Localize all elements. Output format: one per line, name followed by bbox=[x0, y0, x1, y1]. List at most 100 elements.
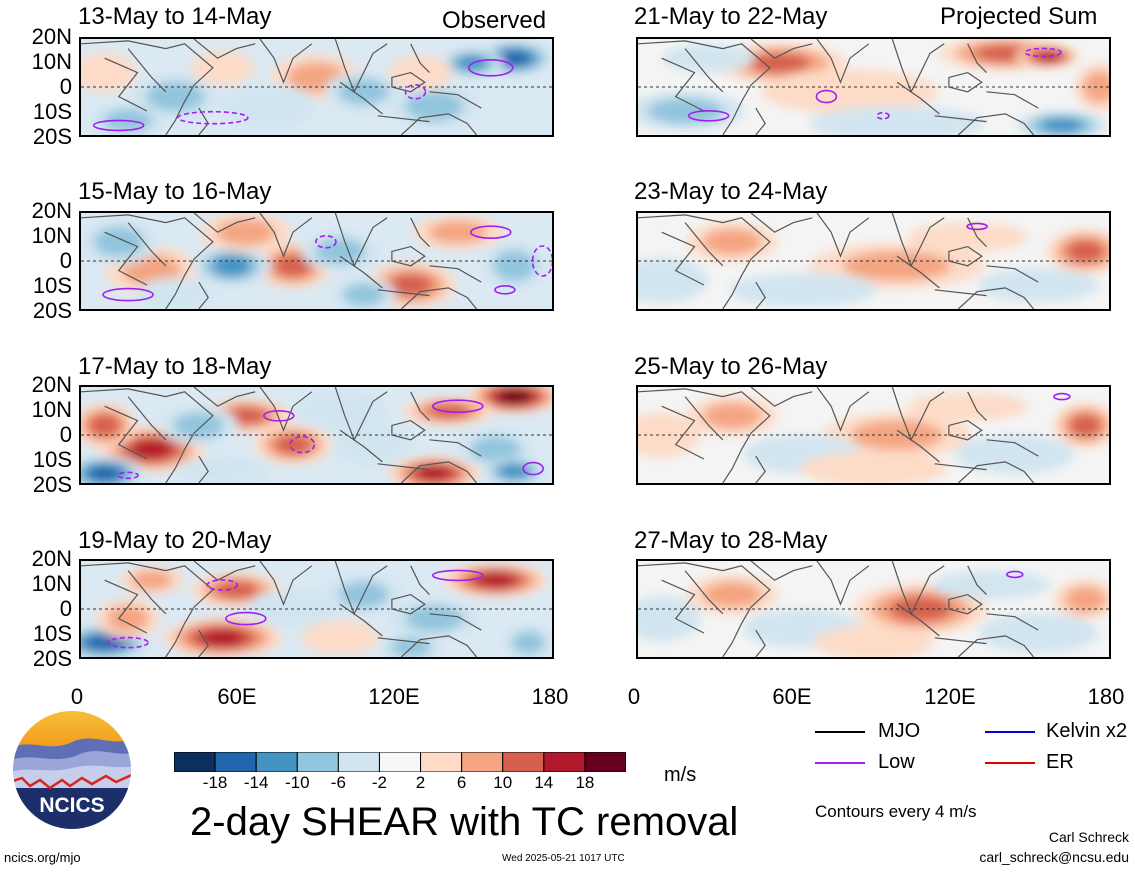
lon-tick-0-right: 0 bbox=[627, 684, 641, 709]
map-panel-4 bbox=[636, 211, 1111, 311]
coastline-2 bbox=[816, 213, 870, 258]
coastline-1 bbox=[750, 561, 813, 581]
low-contour-3 bbox=[876, 112, 890, 120]
legend-swatch-kelvin bbox=[985, 731, 1035, 733]
low-contour-2 bbox=[102, 287, 154, 302]
low-contour-4 bbox=[494, 285, 516, 295]
shear-anomaly-2-2 bbox=[273, 254, 312, 278]
shear-anomaly-0-3 bbox=[475, 572, 516, 588]
contour-note: Contours every 4 m/s bbox=[815, 802, 977, 821]
colorbar-label-4: -2 bbox=[371, 773, 388, 792]
lon-tick-180-left: 180 bbox=[531, 684, 569, 709]
shear-anomaly-7-0 bbox=[799, 451, 948, 483]
panel-title-8: 27-May to 28-May bbox=[634, 527, 828, 554]
shear-map-1 bbox=[81, 39, 552, 135]
coastline-0 bbox=[81, 562, 214, 657]
coastline-4 bbox=[896, 255, 940, 289]
coastline-7 bbox=[410, 391, 430, 422]
coastline-5 bbox=[934, 289, 987, 297]
low-contour-0 bbox=[469, 225, 512, 240]
coastline-6 bbox=[948, 71, 983, 93]
shear-anomaly-0-1 bbox=[703, 402, 762, 429]
panel-title-4: 23-May to 24-May bbox=[634, 178, 828, 205]
footer-timestamp: Wed 2025-05-21 1017 UTC bbox=[502, 853, 625, 864]
coastline-0 bbox=[638, 214, 771, 309]
colorbar-swatch-6 bbox=[420, 751, 463, 773]
low-contour-0 bbox=[92, 119, 145, 132]
shear-anomaly-6-1 bbox=[216, 219, 276, 246]
lat-tick-4-2: 0 bbox=[59, 596, 72, 621]
coastline-12 bbox=[684, 570, 724, 615]
coastline-10 bbox=[198, 281, 209, 309]
shear-anomaly-4-1 bbox=[130, 570, 173, 590]
colorbar-label-7: 10 bbox=[493, 773, 513, 792]
lat-tick-1-2: 0 bbox=[59, 74, 72, 99]
lat-tick-3-1: 10N bbox=[31, 397, 72, 422]
legend-label-low: Low bbox=[878, 751, 915, 773]
shear-anomaly-4-1 bbox=[647, 97, 723, 125]
panel-tag-observed: Observed bbox=[442, 7, 547, 34]
map-panel-3 bbox=[79, 211, 554, 311]
footer-url[interactable]: ncics.org/mjo bbox=[4, 850, 81, 865]
shear-anomaly-12-2 bbox=[498, 463, 531, 480]
shear-map-3 bbox=[81, 213, 552, 309]
shear-anomaly-3-0 bbox=[761, 69, 938, 115]
coastline-2 bbox=[259, 561, 313, 606]
coastline-1 bbox=[193, 213, 256, 233]
coastline-3 bbox=[334, 387, 388, 442]
logo-text: NCICS bbox=[39, 794, 104, 817]
colorbar bbox=[173, 751, 627, 773]
coastline-4 bbox=[339, 255, 383, 289]
coastline-0 bbox=[81, 214, 214, 309]
shear-anomaly-6-0 bbox=[223, 83, 316, 129]
figure-title: 2-day SHEAR with TC removal bbox=[190, 800, 739, 844]
shear-anomaly-7-1 bbox=[342, 283, 385, 306]
coastline-6 bbox=[948, 593, 983, 615]
lon-tick-180-right: 180 bbox=[1087, 684, 1125, 709]
lat-tick-4-0: 20N bbox=[31, 546, 72, 571]
coastline-9 bbox=[400, 635, 478, 657]
coastline-2 bbox=[816, 39, 870, 84]
low-contour-1 bbox=[177, 110, 249, 125]
colorbar-label-0: -18 bbox=[202, 773, 228, 792]
footer-email[interactable]: carl_schreck@ncsu.edu bbox=[979, 849, 1129, 865]
coastline-8 bbox=[986, 439, 1039, 457]
panel-title-1: 13-May to 14-May bbox=[78, 3, 272, 30]
shear-map-7 bbox=[81, 561, 552, 657]
coastline-9 bbox=[400, 113, 478, 135]
shear-anomaly-2-1 bbox=[1064, 586, 1107, 613]
legend-swatch-mjo bbox=[815, 731, 865, 733]
shear-anomaly-0-1 bbox=[428, 220, 487, 244]
shear-anomaly-4-1 bbox=[315, 238, 366, 265]
coastline-6 bbox=[391, 245, 426, 267]
coastline-0 bbox=[81, 40, 214, 135]
colorbar-swatch-2 bbox=[255, 751, 298, 773]
shear-anomaly-3-3 bbox=[86, 634, 123, 651]
coastline-11 bbox=[661, 231, 705, 286]
colorbar-swatch-3 bbox=[296, 751, 339, 773]
map-panel-1 bbox=[79, 37, 554, 137]
coastline-7 bbox=[410, 565, 430, 596]
coastline-1 bbox=[193, 387, 256, 407]
coastline-3 bbox=[891, 561, 945, 616]
low-contour-0 bbox=[1005, 570, 1024, 579]
map-panel-6 bbox=[636, 385, 1111, 485]
colorbar-units: m/s bbox=[664, 764, 697, 786]
low-contour-0 bbox=[1053, 392, 1071, 401]
shear-anomaly-3-1 bbox=[338, 78, 389, 105]
coastline-1 bbox=[750, 39, 813, 59]
low-contour-2 bbox=[225, 611, 267, 626]
coastline-7 bbox=[410, 43, 430, 74]
coastline-12 bbox=[684, 222, 724, 267]
map-panel-7 bbox=[79, 559, 554, 659]
lat-tick-1-4: 20S bbox=[32, 124, 72, 149]
colorbar-swatch-9 bbox=[543, 751, 586, 773]
coastline-8 bbox=[429, 439, 482, 457]
shear-anomaly-6-2 bbox=[1039, 117, 1084, 134]
legend-swatch-er bbox=[985, 762, 1035, 764]
shear-anomaly-1-1 bbox=[842, 251, 952, 281]
lon-tick-60e-left: 60E bbox=[217, 684, 257, 709]
coastline-9 bbox=[957, 113, 1035, 135]
shear-anomaly-2-3 bbox=[199, 629, 245, 647]
low-contour-0 bbox=[263, 409, 295, 422]
